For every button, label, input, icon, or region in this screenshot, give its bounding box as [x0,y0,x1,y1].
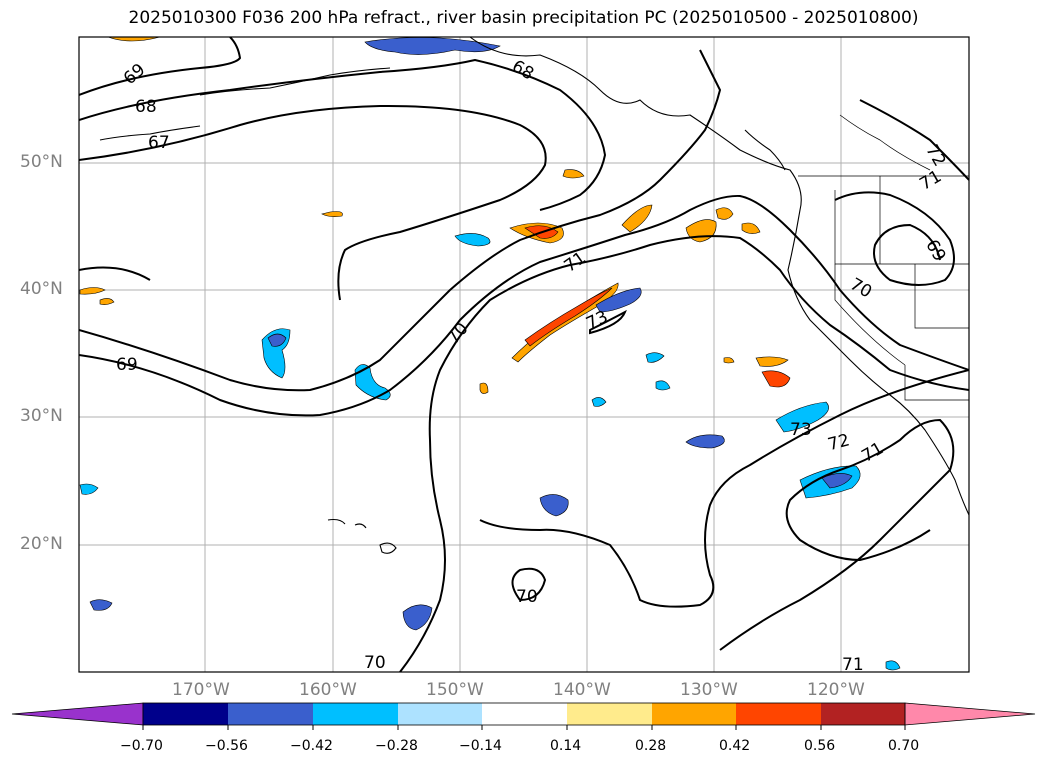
precip-patch [761,370,791,388]
refractivity-contours [79,37,969,672]
lon-label-130w: 130°W [680,680,738,700]
colorbar-tick-label: −0.70 [120,738,163,754]
colorbar-tick-label: 0.56 [804,738,836,754]
colorbar-tick-label: −0.42 [290,738,333,754]
precip-patch [539,494,569,517]
colorbar-segment [228,703,313,725]
colorbar-tick-label: −0.28 [375,738,418,754]
contour-label: 69 [116,355,138,375]
precip-patch [755,356,789,367]
lon-label-160w: 160°W [299,680,357,700]
colorbar-segment [482,703,567,725]
lat-label-40n: 40°N [20,279,63,299]
precip-patch [479,382,489,394]
lat-label-50n: 50°N [20,152,63,172]
colorbar-segment [567,703,652,725]
precip-patch [402,604,433,631]
figure-title: 2025010300 F036 200 hPa refract., river … [128,8,919,28]
colorbar-segment [821,703,905,725]
lon-label-150w: 150°W [426,680,484,700]
precip-patch [454,233,491,247]
precip-patch [621,204,653,233]
contour-label: 68 [135,97,157,117]
contour-label: 67 [148,133,170,153]
colorbar-extend-high [904,702,1036,726]
state-borders [798,114,969,401]
map-frame [78,36,970,673]
colorbar-tick-label: 0.42 [719,738,751,754]
colorbar-segment [398,703,482,725]
precip-patch [354,364,391,401]
precip-shading [79,37,901,671]
precip-patch [741,222,761,234]
precip-patch [524,287,613,347]
contour-label: 73 [790,420,812,440]
lon-label-170w: 170°W [172,680,230,700]
precip-patch [79,483,99,495]
precip-patch [99,298,115,305]
gridlines [79,37,969,672]
precip-patch [723,357,735,364]
precip-patch [562,169,585,179]
lon-label-120w: 120°W [807,680,865,700]
precip-patch [89,599,113,611]
contour-label: 70 [516,587,538,607]
colorbar-segment [652,703,736,725]
lon-label-140w: 140°W [553,680,611,700]
precip-patch [821,473,853,489]
precip-patch [321,211,343,217]
colorbar-extend-low [11,702,144,726]
precip-patch [715,207,734,220]
colorbar-tick-label: 0.70 [888,738,920,754]
lat-label-30n: 30°N [20,406,63,426]
precip-patch [775,401,829,433]
precip-patch [685,434,725,449]
colorbar-tick-label: 0.14 [550,738,582,754]
contour-label: 70 [364,653,386,673]
colorbar-segment [143,703,228,725]
colorbar-tick-label: −0.14 [459,738,502,754]
precip-patch [885,660,901,671]
colorbar [11,702,1036,730]
lat-label-20n: 20°N [20,534,63,554]
precip-patch [645,352,665,363]
precip-patch [79,287,106,295]
colorbar-segment [313,703,398,725]
colorbar-tick-label: −0.56 [205,738,248,754]
coastlines [99,37,969,554]
precip-patch [591,397,607,407]
precip-patch [267,333,287,347]
precip-patch [655,380,671,391]
precip-patch [595,287,642,313]
contour-label: 71 [842,655,864,675]
colorbar-segment [736,703,821,725]
colorbar-tick-label: 0.28 [635,738,667,754]
